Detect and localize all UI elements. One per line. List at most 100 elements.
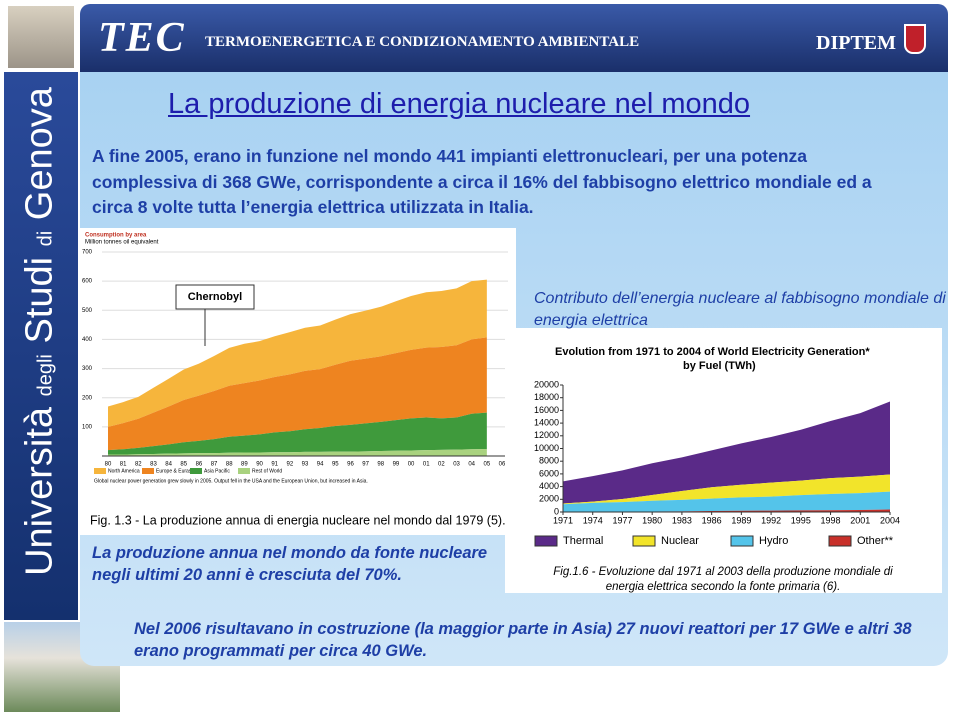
y-tick-label: 400 xyxy=(82,337,93,343)
x-tick-label: 90 xyxy=(256,462,263,468)
y-tick-label: 14000 xyxy=(534,417,559,427)
chart-subtitle: by Fuel (TWh) xyxy=(683,360,756,372)
caption-line: energia elettrica secondo la fonte prima… xyxy=(606,581,841,593)
legend-label: Hydro xyxy=(759,535,788,547)
x-tick-label: 82 xyxy=(135,462,142,468)
legend-swatch xyxy=(190,468,202,474)
x-tick-label: 1974 xyxy=(583,515,603,525)
y-tick-label: 100 xyxy=(82,424,93,430)
x-tick-label: 1989 xyxy=(731,515,751,525)
y-tick-label: 8000 xyxy=(539,456,559,466)
stacked-area xyxy=(563,474,890,505)
x-tick-label: 84 xyxy=(165,462,172,468)
figure-label: La produzione annua nel mondo da fonte n… xyxy=(92,544,488,584)
x-tick-label: 94 xyxy=(317,462,324,468)
legend-label: Europe & Eurasia xyxy=(156,468,195,474)
x-tick-label: 96 xyxy=(347,462,354,468)
university-name: Università degli Studi di Genova xyxy=(19,62,62,602)
x-tick-label: 00 xyxy=(408,462,415,468)
x-tick-label: 1986 xyxy=(702,515,722,525)
header-bar xyxy=(80,4,948,72)
x-tick-label: 1998 xyxy=(821,515,841,525)
chart-title: Consumption by area xyxy=(85,233,147,239)
x-tick-label: 2004 xyxy=(880,515,900,525)
legend-label: Asia Pacific xyxy=(204,468,230,474)
word: Genova xyxy=(18,87,61,221)
x-tick-label: 1983 xyxy=(672,515,692,525)
y-tick-label: 300 xyxy=(82,366,93,372)
x-tick-label: 1971 xyxy=(553,515,573,525)
y-tick-label: 6000 xyxy=(539,468,559,478)
y-tick-label: 600 xyxy=(82,279,93,285)
x-tick-label: 97 xyxy=(362,462,369,468)
legend-label: Thermal xyxy=(563,535,603,547)
legend-label: Other** xyxy=(857,535,894,547)
legend-swatch xyxy=(730,535,754,547)
y-tick-label: 12000 xyxy=(534,430,559,440)
y-tick-label: 200 xyxy=(82,395,93,401)
x-tick-label: 06 xyxy=(499,462,506,468)
y-tick-label: 700 xyxy=(82,250,93,256)
stacked-area xyxy=(108,337,487,451)
y-tick-label: 500 xyxy=(82,308,93,314)
photo xyxy=(8,6,74,68)
x-tick-label: 99 xyxy=(393,462,400,468)
stacked-area xyxy=(563,509,890,512)
x-tick-label: 80 xyxy=(105,462,112,468)
x-tick-label: 83 xyxy=(150,462,157,468)
x-tick-label: 86 xyxy=(196,462,203,468)
x-tick-label: 91 xyxy=(271,462,278,468)
x-tick-label: 02 xyxy=(438,462,445,468)
stacked-area xyxy=(108,449,487,456)
footer-note: Nel 2006 risultavano in costruzione (la … xyxy=(134,620,912,660)
x-tick-label: 85 xyxy=(180,462,187,468)
x-tick-label: 92 xyxy=(287,462,294,468)
department: DIPTEM xyxy=(816,32,896,54)
sidebar xyxy=(4,72,78,620)
x-tick-label: 1995 xyxy=(791,515,811,525)
caption-line: Fig.1.6 - Evoluzione dal 1971 al 2003 de… xyxy=(553,566,893,578)
figure-caption: Fig. 1.3 - La produzione annua di energi… xyxy=(90,513,506,527)
figure-caption: Fig.1.6 - Evoluzione dal 1971 al 2003 de… xyxy=(553,566,893,593)
chart-title: Evolution from 1971 to 2004 of World Ele… xyxy=(555,346,870,358)
annotation-box xyxy=(175,284,255,310)
x-tick-label: 1977 xyxy=(612,515,632,525)
chart-note: Global nuclear power generation grew slo… xyxy=(94,478,368,484)
slide-title: La produzione di energia nucleare nel mo… xyxy=(168,88,751,120)
legend-swatch xyxy=(142,468,154,474)
x-tick-label: 93 xyxy=(302,462,309,468)
intro-text: A fine 2005, erano in funzione nel mondo… xyxy=(92,146,872,217)
x-tick-label: 81 xyxy=(120,462,127,468)
x-tick-label: 1980 xyxy=(642,515,662,525)
legend-swatch xyxy=(828,535,852,547)
legend-swatch xyxy=(94,468,106,474)
y-tick-label: 0 xyxy=(554,506,559,516)
stacked-area xyxy=(108,412,487,455)
stacked-area xyxy=(563,401,890,504)
x-tick-label: 98 xyxy=(377,462,384,468)
x-tick-label: 1992 xyxy=(761,515,781,525)
legend-swatch xyxy=(632,535,656,547)
x-tick-label: 03 xyxy=(453,462,460,468)
figure-2: 1971 1974 1977 1980 1983 1986 1989 1992 1995 1998… xyxy=(505,328,942,593)
y-tick-label: 10000 xyxy=(534,443,559,453)
word: Studi xyxy=(18,256,61,344)
legend-label: North America xyxy=(108,468,140,474)
y-tick-label: 16000 xyxy=(534,405,559,415)
word: Università xyxy=(18,406,61,576)
y-tick-label: 4000 xyxy=(539,481,559,491)
header-title: TERMOENERGETICA E CONDIZIONAMENTO AMBIEN… xyxy=(205,34,640,50)
x-tick-label: 87 xyxy=(211,462,218,468)
legend-swatch xyxy=(534,535,558,547)
y-tick-label: 18000 xyxy=(534,392,559,402)
legend-swatch xyxy=(238,468,250,474)
x-tick-label: 01 xyxy=(423,462,430,468)
figure-label: Contributo dell’energia nucleare al fabb… xyxy=(534,290,946,329)
word: degli xyxy=(34,354,57,397)
word: di xyxy=(34,230,57,247)
x-tick-label: 05 xyxy=(484,462,491,468)
x-tick-label: 95 xyxy=(332,462,339,468)
annotation: Chernobyl xyxy=(188,291,242,303)
figure-1: 80 81 82 83 84 85 86 87 88 89 90 91 92 93 94 95 96 97 98 99… xyxy=(80,228,516,535)
stacked-area xyxy=(563,491,890,512)
